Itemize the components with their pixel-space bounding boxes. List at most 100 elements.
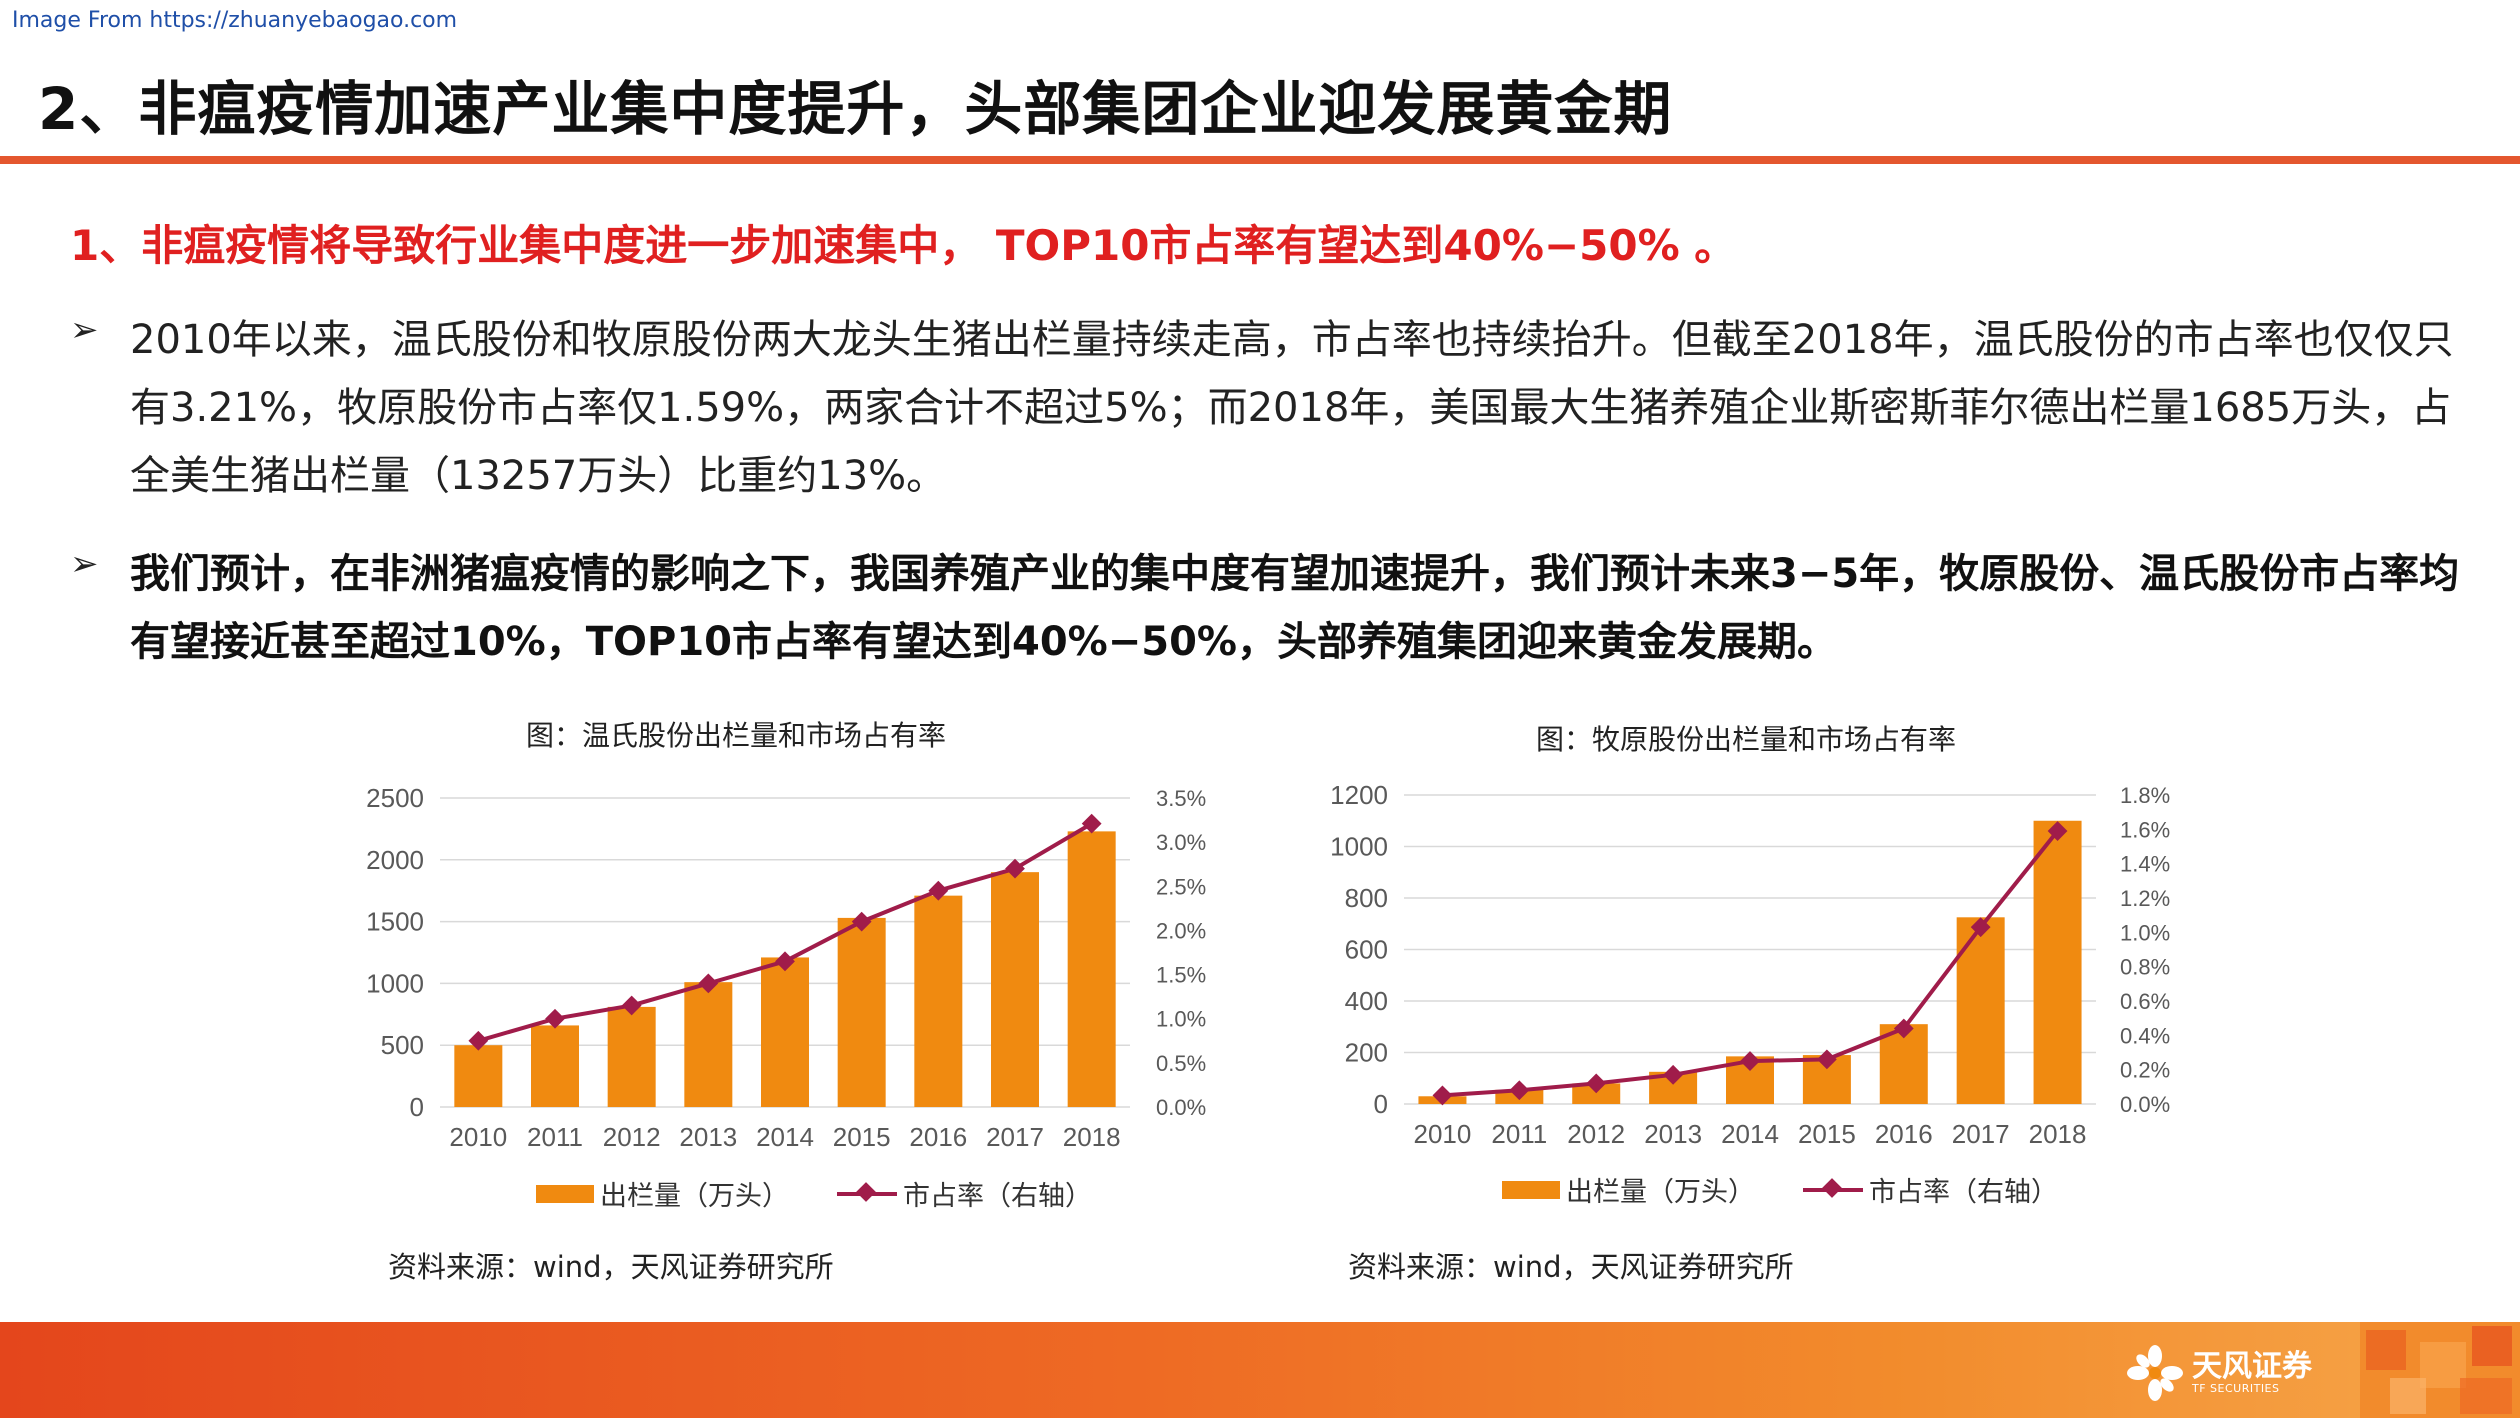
source-note-muyuan: 资料来源：wind，天风证券研究所 [1348,1250,1794,1284]
logo-name-cn: 天风证券 [2192,1349,2312,1385]
y-tick-label: 0 [410,1092,424,1122]
y-tick-label: 0 [1374,1089,1388,1119]
y-tick-label: 1000 [366,968,424,998]
x-tick-label: 2017 [1952,1119,2010,1149]
x-tick-label: 2015 [833,1122,891,1152]
x-tick-label: 2012 [603,1122,661,1152]
line-point [775,951,795,972]
chart-legend-wens: 出栏量（万头） 市占率（右轴） [536,1174,1092,1213]
y2-tick-label: 0.4% [2120,1023,2170,1048]
bar [607,1006,656,1107]
y-tick-label: 2000 [366,845,424,875]
bullet-item: ➢ 我们预计，在非洲猪瘟疫情的影响之下，我国养殖产业的集中度有望加速提升，我们预… [70,540,2470,676]
y2-tick-label: 1.0% [2120,920,2170,945]
legend-bar-label: 出栏量（万头） [600,1181,789,1212]
line-point [545,1008,565,1029]
bar [991,872,1039,1107]
line-point [1586,1073,1607,1094]
line-point [1509,1080,1530,1101]
y2-tick-label: 0.0% [2120,1092,2170,1117]
x-tick-label: 2015 [1798,1119,1856,1149]
chart-legend-muyuan: 出栏量（万头） 市占率（右轴） [1502,1170,2058,1209]
line-point [851,911,872,932]
y2-tick-label: 3.5% [1156,786,1206,811]
bar [914,895,963,1107]
line-point [1893,1018,1914,1039]
x-tick-label: 2016 [1875,1119,1933,1149]
legend-line-label: 市占率（右轴） [903,1181,1092,1212]
bar [761,957,809,1107]
y2-tick-label: 1.5% [1156,963,1206,988]
arrow-bullet-icon: ➢ [70,544,99,584]
line-point [928,880,949,901]
y-tick-label: 2500 [366,783,424,813]
legend-line-swatch [1803,1187,1863,1192]
line-point [468,1030,489,1051]
legend-line-label: 市占率（右轴） [1869,1177,2058,1208]
bar [531,1025,579,1107]
line-point [621,995,642,1016]
y2-tick-label: 3.0% [1156,830,1206,855]
bar [1572,1083,1621,1104]
arrow-bullet-icon: ➢ [70,310,99,350]
line-point [2047,821,2068,841]
legend-bar-swatch [1502,1180,1560,1199]
bullet-text: 我们预计，在非洲猪瘟疫情的影响之下，我国养殖产业的集中度有望加速提升，我们预计未… [130,551,2460,665]
x-tick-label: 2012 [1567,1119,1625,1149]
y-tick-label: 200 [1345,1038,1388,1068]
y-tick-label: 400 [1345,986,1388,1016]
page-title: 2、非瘟疫情加速产业集中度提升，头部集团企业迎发展黄金期 [38,75,1673,143]
source-url[interactable]: Image From https://zhuanyebaogao.com [12,8,458,33]
bar [1067,831,1116,1107]
y2-tick-label: 2.0% [1156,918,1206,943]
x-tick-label: 2010 [449,1122,507,1152]
y-tick-label: 1500 [366,907,424,937]
line-point [1663,1064,1684,1085]
x-tick-label: 2010 [1414,1119,1472,1149]
y2-tick-label: 0.0% [1156,1095,1206,1120]
x-tick-label: 2011 [527,1122,583,1152]
x-tick-label: 2013 [679,1122,737,1152]
y2-tick-label: 0.2% [2120,1058,2170,1083]
bar [837,917,886,1107]
legend-bar-label: 出栏量（万头） [1566,1177,1755,1208]
line-point [1740,1051,1760,1071]
line-point [698,973,719,994]
y-tick-label: 1200 [1330,780,1388,810]
y2-tick-label: 1.6% [2120,817,2170,842]
tf-logo-icon [2127,1345,2183,1401]
bar [684,982,733,1107]
headline: 1、非瘟疫情将导致行业集中度进一步加速集中， TOP10市占率有望达到40%−5… [70,221,1737,270]
y2-tick-label: 0.8% [2120,955,2170,980]
bar [1956,917,2005,1104]
y2-tick-label: 1.2% [2120,886,2170,911]
x-tick-label: 2018 [2029,1119,2087,1149]
line-point [1816,1049,1837,1070]
chart-title-wens: 图：温氏股份出栏量和市场占有率 [526,719,947,752]
title-divider [0,156,2520,164]
y2-tick-label: 1.4% [2120,852,2170,877]
bullet-item: ➢ 2010年以来，温氏股份和牧原股份两大龙头生猪出栏量持续走高，市占率也持续抬… [70,306,2470,510]
y-tick-label: 600 [1345,935,1388,965]
y-tick-label: 800 [1345,883,1388,913]
footer-band [0,1322,2520,1418]
legend-bar-swatch [536,1184,594,1203]
bullet-text: 2010年以来，温氏股份和牧原股份两大龙头生猪出栏量持续走高，市占率也持续抬升。… [130,317,2454,499]
legend-line-swatch [837,1191,897,1196]
x-tick-label: 2014 [756,1122,814,1152]
y-tick-label: 1000 [1330,832,1388,862]
x-tick-label: 2013 [1644,1119,1702,1149]
x-tick-label: 2017 [986,1122,1044,1152]
y2-tick-label: 0.6% [2120,989,2170,1014]
x-tick-label: 2018 [1063,1122,1121,1152]
x-tick-label: 2014 [1721,1119,1779,1149]
y2-tick-label: 1.0% [1156,1007,1206,1032]
y2-tick-label: 0.5% [1156,1051,1206,1076]
line-point [1970,917,1991,938]
y-tick-label: 500 [381,1030,424,1060]
source-note-wens: 资料来源：wind，天风证券研究所 [388,1250,834,1284]
logo-name-en: TF SECURITIES [2192,1381,2280,1395]
line-point [1005,858,1025,879]
x-tick-label: 2011 [1491,1119,1547,1149]
